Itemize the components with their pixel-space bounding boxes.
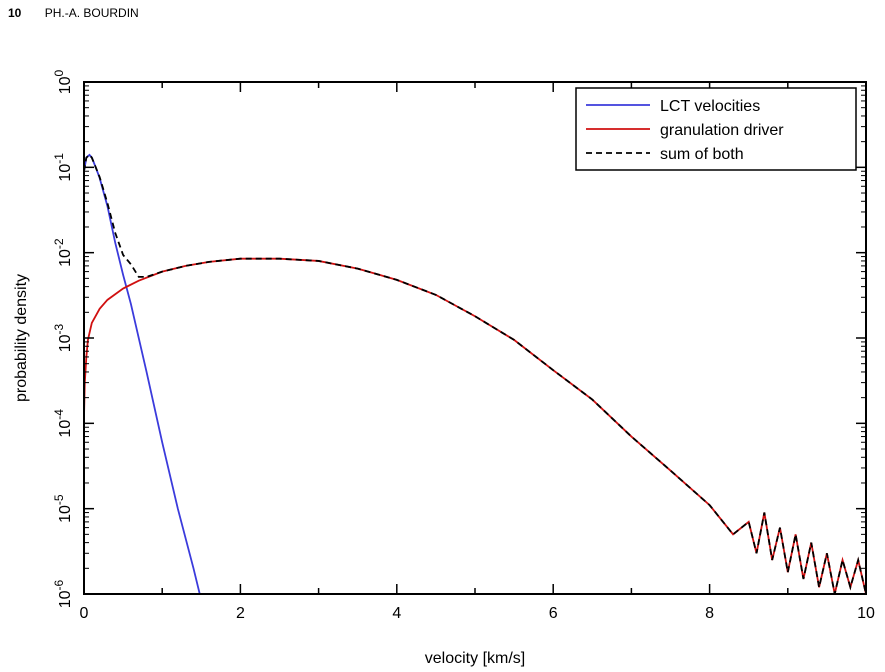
y-tick-label: 10-2 <box>52 238 74 267</box>
y-tick-label: 10-6 <box>52 579 74 608</box>
y-tick-text: 10-5 <box>52 494 74 523</box>
y-tick-text: 10-4 <box>52 409 74 438</box>
y-tick-exponent: -1 <box>52 153 66 164</box>
y-tick-base: 10 <box>57 420 74 438</box>
series-line-1 <box>84 257 866 594</box>
legend-label-0: LCT velocities <box>660 98 760 115</box>
x-tick-label: 2 <box>236 605 245 622</box>
x-tick-label: 4 <box>392 605 401 622</box>
y-tick-exponent: -2 <box>52 238 66 249</box>
page-header: 10 PH.-A. BOURDIN <box>8 6 139 20</box>
y-tick-text: 10-2 <box>52 238 74 267</box>
y-tick-label: 100 <box>52 69 74 94</box>
y-tick-text: 100 <box>52 69 74 94</box>
y-tick-base: 10 <box>57 505 74 523</box>
page-number: 10 <box>8 6 22 20</box>
y-tick-exponent: -6 <box>52 579 66 590</box>
y-tick-label: 10-1 <box>52 153 74 182</box>
y-tick-text: 10-1 <box>52 153 74 182</box>
x-tick-label: 8 <box>705 605 714 622</box>
ticks-layer <box>83 81 867 595</box>
series-line-0 <box>84 153 201 594</box>
y-tick-text: 10-3 <box>52 323 74 352</box>
legend-label-1: granulation driver <box>660 122 784 139</box>
y-tick-label: 10-4 <box>52 409 74 438</box>
y-tick-exponent: 0 <box>52 69 66 76</box>
x-tick-label: 0 <box>80 605 89 622</box>
y-tick-label: 10-3 <box>52 323 74 352</box>
y-tick-base: 10 <box>57 76 74 94</box>
curves-layer <box>84 153 866 594</box>
y-tick-base: 10 <box>57 249 74 267</box>
y-tick-exponent: -5 <box>52 494 66 505</box>
x-tick-label: 6 <box>549 605 558 622</box>
y-tick-exponent: -4 <box>52 409 66 420</box>
y-tick-base: 10 <box>57 590 74 608</box>
y-tick-base: 10 <box>57 164 74 182</box>
series-line-2 <box>84 153 866 594</box>
x-tick-labels: 0 2 4 6 8 10 <box>80 605 875 622</box>
running-author: PH.-A. BOURDIN <box>44 6 139 20</box>
y-tick-exponent: -3 <box>52 323 66 334</box>
y-tick-label: 10-5 <box>52 494 74 523</box>
y-tick-text: 10-6 <box>52 579 74 608</box>
x-tick-label: 10 <box>857 605 875 622</box>
y-tick-base: 10 <box>57 334 74 352</box>
x-axis-label: velocity [km/s] <box>425 650 525 667</box>
legend-label-2: sum of both <box>660 146 744 163</box>
legend: LCT velocities granulation driver sum of b… <box>575 87 857 171</box>
y-axis-label: probability density <box>13 274 30 402</box>
